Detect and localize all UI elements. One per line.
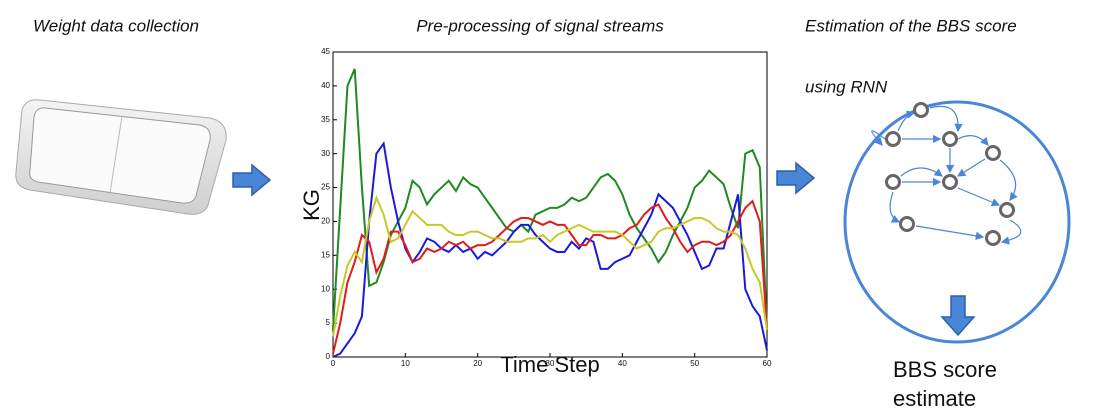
y-tick-label: 35	[321, 115, 330, 124]
edge	[929, 105, 963, 133]
nodes	[885, 102, 1015, 246]
node	[885, 174, 901, 190]
edge	[900, 167, 943, 177]
x-tick-label: 10	[401, 359, 410, 368]
node	[913, 102, 929, 118]
node	[985, 230, 1001, 246]
data-line	[332, 199, 768, 354]
y-tick-label: 0	[326, 352, 331, 361]
plot-area	[332, 51, 768, 358]
edge	[1000, 219, 1022, 245]
edge	[871, 130, 886, 146]
edge	[915, 225, 985, 240]
arrow	[776, 161, 816, 195]
x-tick-label: 60	[763, 359, 772, 368]
data-line	[332, 194, 768, 337]
edge	[957, 187, 1001, 207]
y-tick-label: 40	[321, 81, 330, 90]
output-label: estimate	[893, 386, 976, 411]
data-line	[332, 68, 768, 330]
edge	[897, 110, 916, 132]
y-tick-label: 45	[321, 47, 330, 56]
y-axis-label: KG	[299, 189, 324, 221]
x-tick-label: 40	[618, 359, 627, 368]
y-tick-label: 10	[321, 284, 330, 293]
y-tick-label: 25	[321, 183, 330, 192]
edge	[889, 191, 901, 223]
x-tick-label: 0	[331, 359, 336, 368]
edge	[999, 159, 1018, 201]
step-title: Weight data collection	[33, 16, 199, 35]
y-tick-label: 30	[321, 149, 330, 158]
node	[985, 145, 1001, 161]
node	[942, 131, 958, 147]
arrow	[940, 295, 976, 337]
edge	[957, 135, 989, 146]
y-tick-label: 5	[326, 318, 331, 327]
node	[899, 216, 915, 232]
step-title: using RNN	[805, 77, 888, 96]
step-title: Pre-processing of signal streams	[416, 16, 664, 35]
rnn-diagram	[843, 100, 1071, 344]
y-tick-label: 20	[321, 217, 330, 226]
chart: KG Time Step 0 10 20 30 40 50 6005101520253035…	[299, 47, 772, 377]
node	[999, 202, 1015, 218]
arrow	[232, 163, 272, 197]
x-tick-label: 20	[473, 359, 482, 368]
x-tick-label: 50	[690, 359, 699, 368]
y-tick-label: 15	[321, 250, 330, 259]
x-tick-label: 30	[546, 359, 555, 368]
edge	[956, 158, 986, 177]
node	[942, 174, 958, 190]
rnn-boundary	[843, 100, 1071, 344]
balance-board	[15, 99, 227, 215]
data-line	[332, 140, 768, 358]
node	[885, 131, 901, 147]
output-label: BBS score	[893, 357, 997, 382]
step-title: Estimation of the BBS score	[805, 16, 1017, 35]
